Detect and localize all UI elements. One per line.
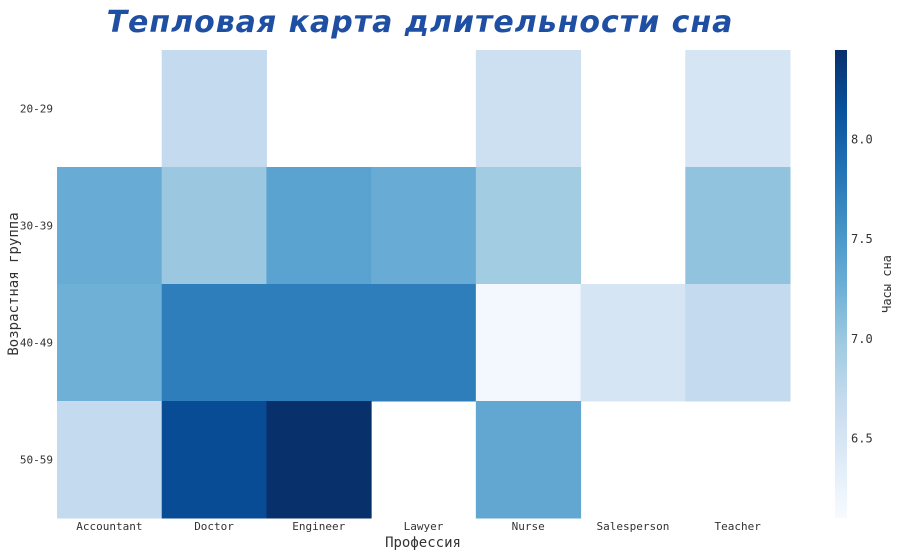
colorbar-tick-label: 7.0 bbox=[851, 332, 873, 346]
y-tick-label: 40-49 bbox=[20, 337, 53, 350]
x-axis-title: Профессия bbox=[385, 535, 461, 551]
heatmap-cell bbox=[161, 167, 267, 285]
x-tick-label: Nurse bbox=[512, 520, 545, 533]
y-tick-label: 50-59 bbox=[20, 454, 53, 467]
heatmap-cells bbox=[57, 50, 791, 519]
colorbar-title: Часы сна bbox=[880, 255, 894, 313]
x-tick-label: Doctor bbox=[194, 520, 234, 533]
heatmap-cell bbox=[475, 50, 582, 168]
heatmap-cell bbox=[475, 167, 582, 285]
x-tick-label: Teacher bbox=[714, 520, 761, 533]
heatmap-cell bbox=[475, 401, 582, 519]
heatmap-cell bbox=[266, 284, 372, 402]
colorbar-ticks: 6.5 7.0 7.5 8.0 bbox=[851, 133, 873, 446]
colorbar-tick-label: 8.0 bbox=[851, 133, 873, 147]
y-axis-ticks: 20-29 30-39 40-49 50-59 bbox=[20, 103, 53, 467]
heatmap-cell bbox=[266, 167, 372, 285]
chart-title: Тепловая карта длительности сна bbox=[107, 5, 734, 40]
colorbar-tick-label: 6.5 bbox=[851, 431, 873, 445]
x-tick-label: Salesperson bbox=[596, 520, 669, 533]
heatmap-cell bbox=[266, 401, 372, 519]
heatmap-cell bbox=[685, 50, 791, 168]
heatmap-cell bbox=[57, 284, 163, 402]
heatmap-cell bbox=[57, 401, 163, 519]
heatmap-cell bbox=[475, 284, 582, 402]
y-axis-title: Возрастная группа bbox=[6, 212, 22, 355]
colorbar-tick-label: 7.5 bbox=[851, 232, 873, 246]
heatmap-cell bbox=[580, 284, 686, 402]
heatmap-cell bbox=[57, 167, 163, 285]
x-tick-label: Lawyer bbox=[404, 520, 444, 533]
x-tick-label: Accountant bbox=[76, 520, 142, 533]
heatmap-cell bbox=[161, 401, 267, 519]
y-tick-label: 20-29 bbox=[20, 103, 53, 116]
heatmap-cell bbox=[685, 284, 791, 402]
heatmap-cell bbox=[371, 167, 477, 285]
heatmap-cell bbox=[685, 167, 791, 285]
colorbar bbox=[835, 50, 847, 518]
x-tick-label: Engineer bbox=[292, 520, 345, 533]
x-axis-ticks: Accountant Doctor Engineer Lawyer Nurse Sales… bbox=[76, 520, 761, 533]
y-tick-label: 30-39 bbox=[20, 220, 53, 233]
heatmap-cell bbox=[371, 284, 477, 402]
heatmap-cell bbox=[161, 50, 267, 168]
heatmap-cell bbox=[161, 284, 267, 402]
